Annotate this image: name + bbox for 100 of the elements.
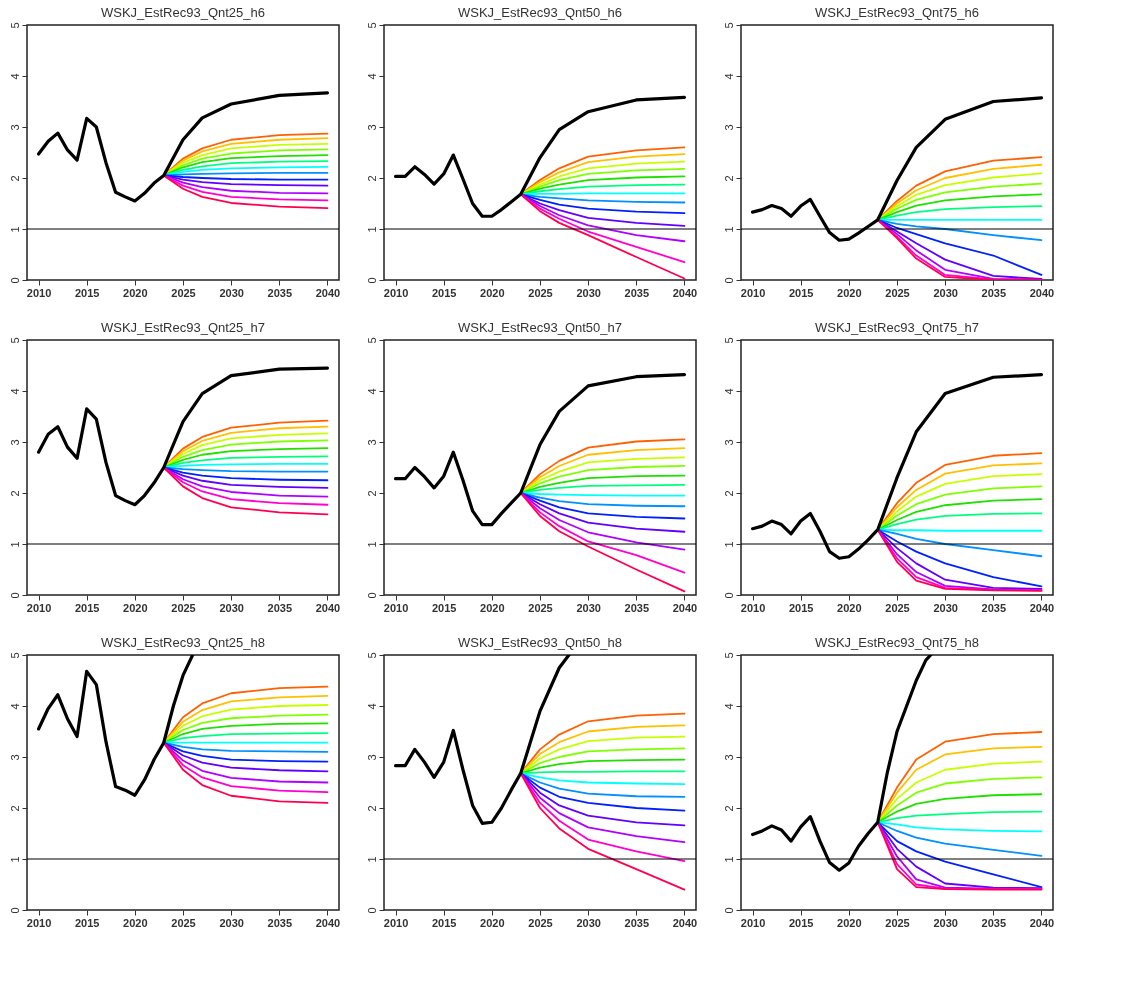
y-tick-label: 1 <box>722 541 735 548</box>
y-tick-label: 3 <box>8 124 21 131</box>
y-tick-label: 3 <box>722 754 735 761</box>
line-series <box>519 492 686 551</box>
y-tick-label: 1 <box>722 856 735 863</box>
chart-title: WSKJ_EstRec93_Qnt75_h8 <box>814 634 980 650</box>
x-tick-label: 2040 <box>1029 286 1055 299</box>
y-tick-label: 4 <box>722 388 735 395</box>
chart-title: WSKJ_EstRec93_Qnt75_h7 <box>814 319 980 335</box>
y-tick-label: 5 <box>365 337 378 344</box>
x-tick-label: 2010 <box>26 916 52 929</box>
y-tick-label: 0 <box>8 277 21 284</box>
y-tick-label: 4 <box>8 73 21 80</box>
x-tick-label: 2035 <box>624 601 650 614</box>
chart-title: WSKJ_EstRec93_Qnt25_h6 <box>100 4 266 20</box>
y-tick-label: 0 <box>722 592 735 599</box>
x-tick-label: 2025 <box>885 916 910 929</box>
line-series <box>36 655 195 797</box>
y-tick-label: 1 <box>365 856 378 863</box>
y-tick-label: 2 <box>8 175 21 182</box>
chart-title: WSKJ_EstRec93_Qnt75_h6 <box>814 4 980 20</box>
x-tick-label: 2030 <box>933 601 958 614</box>
x-tick-label: 2020 <box>837 286 862 299</box>
line-series <box>519 772 686 798</box>
y-tick-label: 5 <box>365 22 378 29</box>
x-tick-label: 2030 <box>576 601 601 614</box>
x-tick-label: 2010 <box>740 916 766 929</box>
x-tick-label: 2020 <box>480 286 505 299</box>
x-tick-label: 2035 <box>981 286 1007 299</box>
x-tick-label: 2015 <box>74 601 100 614</box>
chart-title: WSKJ_EstRec93_Qnt25_h7 <box>100 319 266 335</box>
x-tick-label: 2030 <box>219 286 244 299</box>
x-tick-label: 2010 <box>383 601 409 614</box>
y-tick-label: 5 <box>8 22 21 29</box>
x-tick-label: 2010 <box>740 601 766 614</box>
x-tick-label: 2040 <box>315 916 341 929</box>
x-tick-label: 2020 <box>837 601 862 614</box>
y-tick-label: 3 <box>8 439 21 446</box>
x-tick-label: 2030 <box>219 916 244 929</box>
y-tick-label: 2 <box>722 175 735 182</box>
y-tick-label: 0 <box>365 592 378 599</box>
x-tick-label: 2035 <box>267 286 293 299</box>
x-tick-label: 2015 <box>788 601 814 614</box>
x-tick-label: 2040 <box>1029 601 1055 614</box>
x-tick-label: 2020 <box>480 601 505 614</box>
y-tick-label: 4 <box>722 703 735 710</box>
x-tick-label: 2025 <box>528 286 553 299</box>
x-tick-label: 2035 <box>981 601 1007 614</box>
x-tick-label: 2040 <box>1029 916 1055 929</box>
x-tick-label: 2025 <box>885 286 910 299</box>
y-tick-label: 0 <box>722 907 735 914</box>
y-tick-label: 1 <box>8 226 21 233</box>
x-tick-label: 2020 <box>123 286 148 299</box>
x-tick-label: 2015 <box>431 916 457 929</box>
x-tick-label: 2015 <box>788 916 814 929</box>
line-series <box>519 193 686 243</box>
chart-title: WSKJ_EstRec93_Qnt50_h6 <box>457 4 623 20</box>
line-series <box>519 193 686 280</box>
y-tick-label: 5 <box>722 22 735 29</box>
x-tick-label: 2010 <box>383 916 409 929</box>
y-tick-label: 4 <box>365 73 378 80</box>
x-tick-label: 2035 <box>267 916 293 929</box>
line-series <box>162 466 329 489</box>
x-tick-label: 2025 <box>171 916 196 929</box>
x-tick-label: 2035 <box>624 286 650 299</box>
x-tick-label: 2020 <box>837 916 862 929</box>
y-tick-label: 5 <box>365 652 378 659</box>
x-tick-label: 2010 <box>740 286 766 299</box>
y-tick-label: 4 <box>365 703 378 710</box>
line-series <box>36 366 330 507</box>
x-tick-label: 2030 <box>933 286 958 299</box>
y-tick-label: 1 <box>365 541 378 548</box>
y-tick-label: 2 <box>365 490 378 497</box>
chart-title: WSKJ_EstRec93_Qnt25_h8 <box>100 634 266 650</box>
y-tick-label: 5 <box>8 652 21 659</box>
x-tick-label: 2020 <box>123 916 148 929</box>
y-tick-label: 0 <box>365 277 378 284</box>
x-tick-label: 2040 <box>315 601 341 614</box>
y-tick-label: 2 <box>8 490 21 497</box>
x-tick-label: 2035 <box>267 601 293 614</box>
y-tick-label: 4 <box>8 703 21 710</box>
x-tick-label: 2025 <box>885 601 910 614</box>
x-tick-label: 2025 <box>528 601 553 614</box>
x-tick-label: 2015 <box>788 286 814 299</box>
x-tick-label: 2030 <box>576 916 601 929</box>
x-tick-label: 2035 <box>624 916 650 929</box>
line-series <box>519 772 686 891</box>
y-tick-label: 4 <box>8 388 21 395</box>
y-tick-label: 2 <box>365 805 378 812</box>
x-tick-label: 2035 <box>981 916 1007 929</box>
line-series <box>876 810 1043 824</box>
x-tick-label: 2025 <box>171 286 196 299</box>
y-tick-label: 5 <box>722 652 735 659</box>
y-tick-label: 3 <box>365 439 378 446</box>
y-tick-label: 2 <box>722 490 735 497</box>
y-tick-label: 4 <box>722 73 735 80</box>
line-series <box>519 772 686 862</box>
y-tick-label: 0 <box>365 907 378 914</box>
line-series <box>393 655 571 825</box>
y-tick-label: 4 <box>365 388 378 395</box>
